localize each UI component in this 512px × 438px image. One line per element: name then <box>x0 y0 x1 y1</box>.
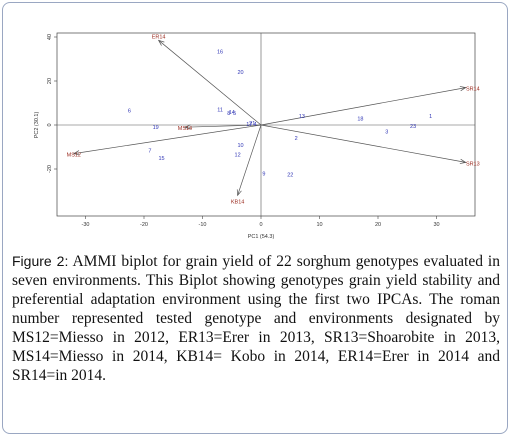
x-tick-label: -20 <box>140 222 148 228</box>
genotype-point: 6 <box>128 109 131 115</box>
vector-line <box>260 87 466 126</box>
genotype-point: 13 <box>299 114 305 120</box>
genotype-point: 12 <box>235 153 241 159</box>
genotype-point: 18 <box>357 116 363 122</box>
figure-caption: Figure 2: AMMI biplot for grain yield of… <box>12 252 500 385</box>
environment-label: SR13 <box>466 161 480 167</box>
y-tick-label: 20 <box>47 78 53 84</box>
y-axis-label: PC2 (30.1) <box>34 112 40 139</box>
genotype-point: 16 <box>217 49 223 55</box>
environment-label: MS14 <box>178 126 192 132</box>
genotype-point: 20 <box>237 70 243 76</box>
caption-lead: Figure 2: <box>12 253 69 269</box>
x-tick-label: 0 <box>259 222 262 228</box>
vector-line <box>184 124 262 128</box>
genotype-point: 3 <box>385 130 388 136</box>
genotype-point: 7 <box>148 148 151 154</box>
vector-line <box>260 124 466 163</box>
vector-arrowhead <box>236 189 242 197</box>
genotype-point: 14 <box>229 110 235 116</box>
axis-ticks: -30 -20 -10 0 10 20 30 40 20 0 -20 <box>47 34 440 228</box>
genotype-point: 4 <box>254 122 257 128</box>
genotype-point: 10 <box>237 143 243 149</box>
vector-arrowhead <box>184 124 191 130</box>
x-tick-label: 30 <box>433 222 439 228</box>
environment-points: ER14 SR14 SR13 MS12 MS14 KB14 <box>67 34 480 205</box>
vector-arrowhead <box>459 86 467 92</box>
caption-text: AMMI biplot for grain yield of 22 sorghu… <box>12 253 500 384</box>
genotype-point: 9 <box>262 171 265 177</box>
genotype-point: 11 <box>217 108 223 114</box>
figure-frame <box>2 2 508 434</box>
y-tick-label: 40 <box>47 34 53 40</box>
vector-arrowhead <box>459 158 467 164</box>
plot-area <box>56 32 476 217</box>
environment-label: MS12 <box>67 153 81 159</box>
environment-label: SR14 <box>466 87 480 93</box>
genotype-point: 21 <box>249 121 255 127</box>
vector-line <box>237 124 262 196</box>
environment-label: KB14 <box>231 199 244 205</box>
genotype-point: 5 <box>233 111 236 117</box>
genotype-point: 1 <box>429 114 432 120</box>
x-tick-label: 20 <box>375 222 381 228</box>
environment-vectors <box>72 39 467 197</box>
x-axis-label: PC1 (54.3) <box>248 234 275 240</box>
genotype-point: 8 <box>227 111 230 117</box>
genotype-point: 15 <box>158 156 164 162</box>
environment-label: ER14 <box>152 34 166 40</box>
x-tick-label: -10 <box>199 222 207 228</box>
genotype-point: 17 <box>246 122 252 128</box>
y-tick-label: 0 <box>47 123 53 126</box>
genotype-point: 2 <box>295 136 298 142</box>
vector-arrowhead <box>72 150 80 156</box>
y-tick-label: -20 <box>47 165 53 173</box>
vector-line <box>73 124 262 154</box>
vector-arrowhead <box>157 39 165 46</box>
genotype-point: 23 <box>410 124 416 130</box>
x-tick-label: -30 <box>82 222 90 228</box>
genotype-point: 22 <box>287 173 293 179</box>
vector-line <box>158 40 262 126</box>
genotype-point: 19 <box>153 125 159 131</box>
x-tick-label: 10 <box>316 222 322 228</box>
